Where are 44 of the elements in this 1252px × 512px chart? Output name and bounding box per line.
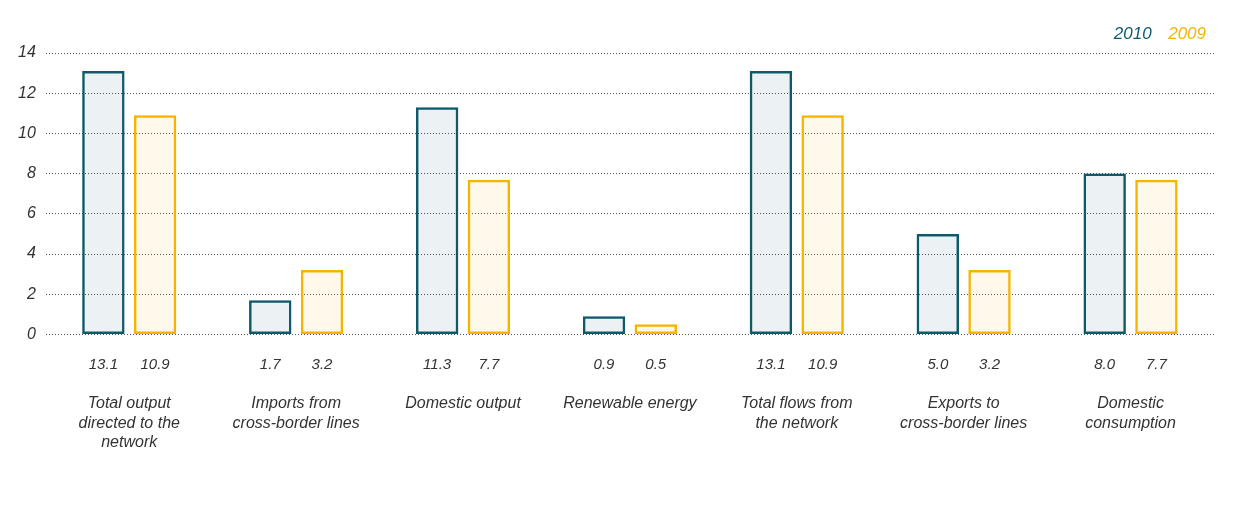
data-label: 0.9 (593, 354, 616, 372)
y-tick-label: 2 (25, 284, 36, 302)
bar (582, 316, 626, 334)
bar (1135, 179, 1178, 334)
bar (968, 270, 1011, 334)
bar (916, 233, 960, 334)
x-tick-label: Exports to cross-border lines (900, 394, 1028, 431)
data-label: 5.0 (927, 354, 949, 372)
y-tick-label: 4 (26, 244, 36, 262)
bar (415, 107, 459, 334)
bar (82, 71, 125, 334)
x-tick-label: Domestic consumption (1085, 394, 1177, 431)
data-label: 1.7 (259, 354, 282, 372)
x-tick-label: Total output directed to the network (78, 394, 181, 450)
x-tick-label: Domestic output (405, 394, 522, 412)
data-label: 13.1 (756, 354, 786, 372)
bar (749, 71, 793, 334)
bar (300, 270, 344, 334)
y-tick-label: 0 (26, 324, 36, 342)
x-tick-label: Imports from cross-border lines (232, 394, 360, 431)
text: 2010 (1112, 24, 1153, 44)
x-tick-label: Total flows from the network (741, 394, 853, 431)
y-tick-label: 8 (26, 164, 36, 182)
data-label: 10.9 (808, 354, 838, 372)
bar (133, 115, 177, 334)
text: 2009 (1167, 24, 1207, 44)
data-label: 7.7 (1145, 354, 1168, 372)
data-label: 13.1 (88, 354, 118, 372)
data-label: 0.5 (645, 354, 667, 372)
y-tick-label: 6 (26, 204, 36, 222)
y-tick-label: 12 (18, 83, 36, 101)
data-label: 7.7 (478, 354, 500, 372)
bar (467, 179, 511, 334)
data-label: 3.2 (979, 354, 1001, 372)
bar (1083, 173, 1126, 334)
y-tick-label: 10 (18, 123, 36, 141)
bar (801, 115, 844, 334)
data-label: 11.3 (423, 354, 452, 372)
data-label: 10.9 (140, 354, 171, 372)
x-tick-label: Renewable energy (563, 394, 698, 412)
data-label: 3.2 (311, 354, 334, 372)
data-label: 8.0 (1094, 354, 1116, 372)
bar (249, 300, 292, 334)
y-tick-label: 14 (18, 43, 36, 61)
